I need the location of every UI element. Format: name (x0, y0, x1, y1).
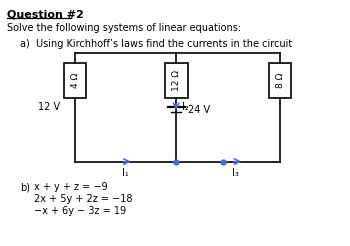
Text: 12 Ω: 12 Ω (172, 70, 181, 91)
Text: 8 Ω: 8 Ω (276, 73, 285, 88)
Text: Solve the following systems of linear equations:: Solve the following systems of linear eq… (7, 23, 241, 33)
Text: −x + 6y − 3z = 19: −x + 6y − 3z = 19 (34, 206, 126, 216)
Text: I₃: I₃ (232, 169, 239, 179)
Text: 24 V: 24 V (189, 105, 211, 115)
Text: 12 V: 12 V (38, 102, 60, 112)
Text: 4 Ω: 4 Ω (71, 73, 79, 88)
Text: 2x + 5y + 2z = −18: 2x + 5y + 2z = −18 (34, 194, 132, 204)
Text: b): b) (20, 182, 30, 192)
Text: x + y + z = −9: x + y + z = −9 (34, 182, 107, 192)
Text: I₁: I₁ (122, 169, 128, 179)
Bar (64, 63, 86, 98)
Text: I₂: I₂ (182, 102, 189, 112)
Text: a)  Using Kirchhoff’s laws find the currents in the circuit: a) Using Kirchhoff’s laws find the curre… (20, 39, 293, 49)
Text: Question #2: Question #2 (7, 9, 84, 19)
Bar (165, 63, 188, 98)
Bar (269, 63, 292, 98)
